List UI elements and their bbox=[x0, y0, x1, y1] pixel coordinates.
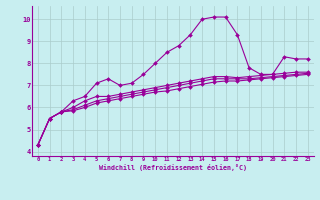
X-axis label: Windchill (Refroidissement éolien,°C): Windchill (Refroidissement éolien,°C) bbox=[99, 164, 247, 171]
